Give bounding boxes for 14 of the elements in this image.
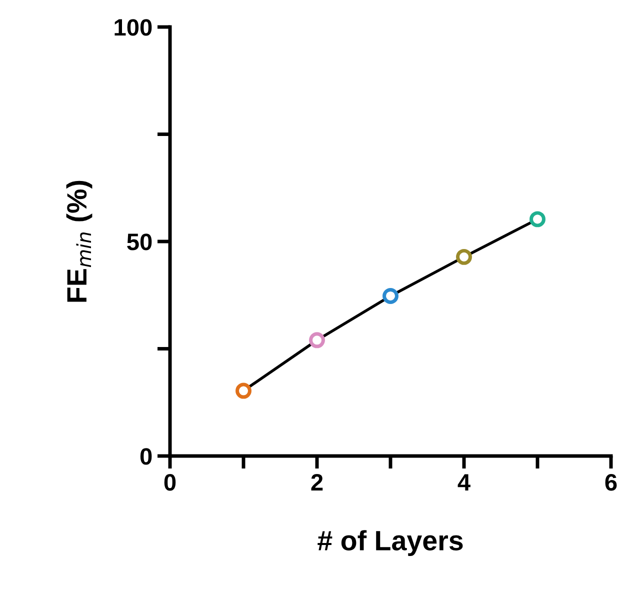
point (382, 288, 398, 304)
x-tick-label: 4 (458, 474, 470, 490)
y-tick-label: 0 (140, 448, 152, 465)
point (309, 332, 325, 348)
y-axis-title: FE$_{min}$ (%) (66, 180, 92, 302)
y-tick-label: 50 (127, 234, 152, 250)
x-tick-label: 6 (605, 474, 617, 491)
x-axis-title: # of Layers (318, 530, 463, 556)
x-tick-label: 0 (164, 474, 176, 491)
x-tick-label: 2 (311, 474, 323, 490)
point (530, 211, 546, 228)
point (456, 248, 472, 265)
point (236, 382, 252, 399)
y-tick-label: 100 (114, 19, 152, 36)
